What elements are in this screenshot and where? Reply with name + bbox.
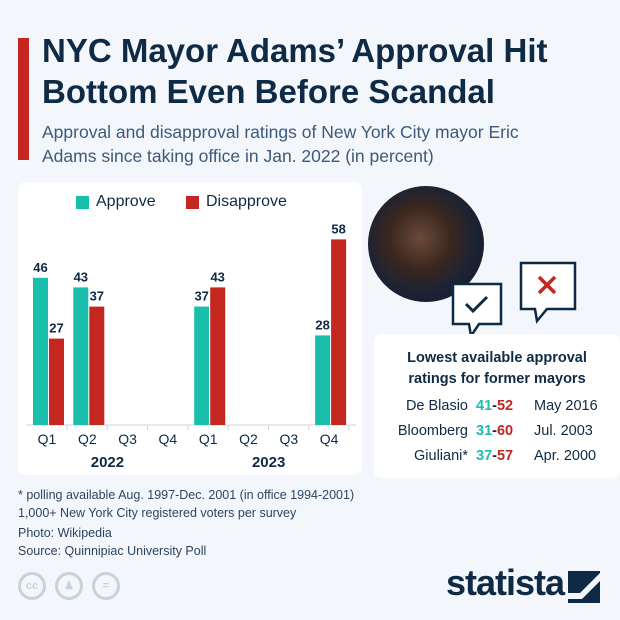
statista-logo-icon — [568, 571, 600, 603]
data-label: 46 — [33, 260, 47, 275]
nd-icon[interactable]: = — [92, 572, 120, 600]
notes: * polling available Aug. 1997-Dec. 2001 … — [18, 486, 354, 560]
dash: - — [492, 398, 497, 414]
subtitle-text: Approval and disapproval ratings of New … — [42, 122, 519, 166]
date: May 2016 — [534, 398, 598, 414]
year-label: 2023 — [252, 454, 285, 471]
cc-icon[interactable]: cc — [18, 572, 46, 600]
x-tick-label: Q1 — [199, 431, 218, 447]
approve-value: 41 — [476, 398, 493, 414]
legend-approve: Approve — [76, 193, 156, 211]
subtitle: Approval and disapproval ratings of New … — [42, 120, 612, 168]
x-tick-label: Q4 — [320, 431, 339, 447]
bar-approve — [73, 287, 89, 425]
disapprove-value: 52 — [496, 398, 514, 414]
page-title: NYC Mayor Adams’ Approval Hit Bottom Eve… — [42, 30, 612, 112]
x-tick-label: Q2 — [78, 431, 97, 447]
disapprove-value: 57 — [496, 448, 514, 464]
x-tick-label: Q3 — [279, 431, 298, 447]
x-tick-label: Q4 — [159, 431, 178, 447]
by-icon[interactable]: ♟ — [55, 572, 83, 600]
bar-approve — [194, 306, 210, 425]
data-label: 43 — [74, 269, 88, 284]
mayor-name: Giuliani* — [414, 448, 468, 464]
legend-label: Approve — [96, 193, 156, 210]
rating-values: 41-52 — [476, 394, 530, 419]
table-row: Giuliani* 37-57 Apr. 2000 — [374, 444, 620, 469]
legend-swatch-disapprove — [186, 195, 199, 209]
data-label: 58 — [331, 221, 345, 236]
table-row: Bloomberg 31-60 Jul. 2003 — [374, 419, 620, 444]
bar-disapprove — [331, 239, 347, 425]
year-label: 2022 — [91, 454, 124, 471]
footnote: * polling available Aug. 1997-Dec. 2001 … — [18, 488, 355, 502]
mayor-name: Bloomberg — [397, 423, 468, 439]
photo-credit: Photo: Wikipedia — [18, 526, 112, 540]
x-tick-label: Q1 — [38, 431, 57, 447]
table-title: Lowest available approval ratings for for… — [374, 348, 620, 390]
mayor-photo — [368, 186, 484, 302]
dash: - — [492, 423, 497, 439]
disapprove-value: 60 — [496, 423, 514, 439]
mayor-name: De Blasio — [405, 398, 468, 414]
rating-values: 37-57 — [476, 444, 530, 469]
legend-label: Disapprove — [206, 193, 287, 210]
x-tick-label: Q3 — [118, 431, 137, 447]
date: Apr. 2000 — [534, 448, 597, 464]
data-label: 37 — [90, 289, 104, 304]
footnote: 1,000+ New York City registered voters p… — [18, 506, 297, 520]
approve-value: 37 — [476, 448, 493, 464]
source: Source: Quinnipiac University Poll — [18, 544, 207, 558]
title-line: NYC Mayor Adams’ Approval Hit Bottom Eve… — [42, 32, 548, 110]
data-label: 28 — [315, 317, 329, 332]
bar-approve — [315, 335, 331, 425]
table-title-line: Lowest available approval — [407, 350, 587, 366]
bar-approve — [33, 277, 48, 425]
data-label: 43 — [210, 269, 224, 284]
dash: - — [492, 448, 497, 464]
accent-bar — [18, 38, 29, 160]
legend-swatch-approve — [76, 195, 89, 209]
table-row: De Blasio 41-52 May 2016 — [374, 394, 620, 419]
bar-disapprove — [89, 306, 105, 425]
bar-disapprove — [210, 287, 226, 425]
x-tick-label: Q2 — [239, 431, 258, 447]
data-label: 27 — [49, 321, 63, 336]
rating-values: 31-60 — [476, 419, 530, 444]
table-rows: De Blasio 41-52 May 2016 Bloomberg 31-60 … — [374, 394, 620, 469]
former-mayors-table: Lowest available approval ratings for for… — [374, 334, 620, 478]
bar-disapprove — [49, 338, 64, 425]
table-title-line: ratings for former mayors — [408, 371, 586, 387]
legend-disapprove: Disapprove — [186, 193, 287, 211]
approve-value: 31 — [476, 423, 493, 439]
data-label: 37 — [194, 289, 208, 304]
statista-logo[interactable]: statista — [446, 562, 565, 603]
date: Jul. 2003 — [534, 423, 593, 439]
